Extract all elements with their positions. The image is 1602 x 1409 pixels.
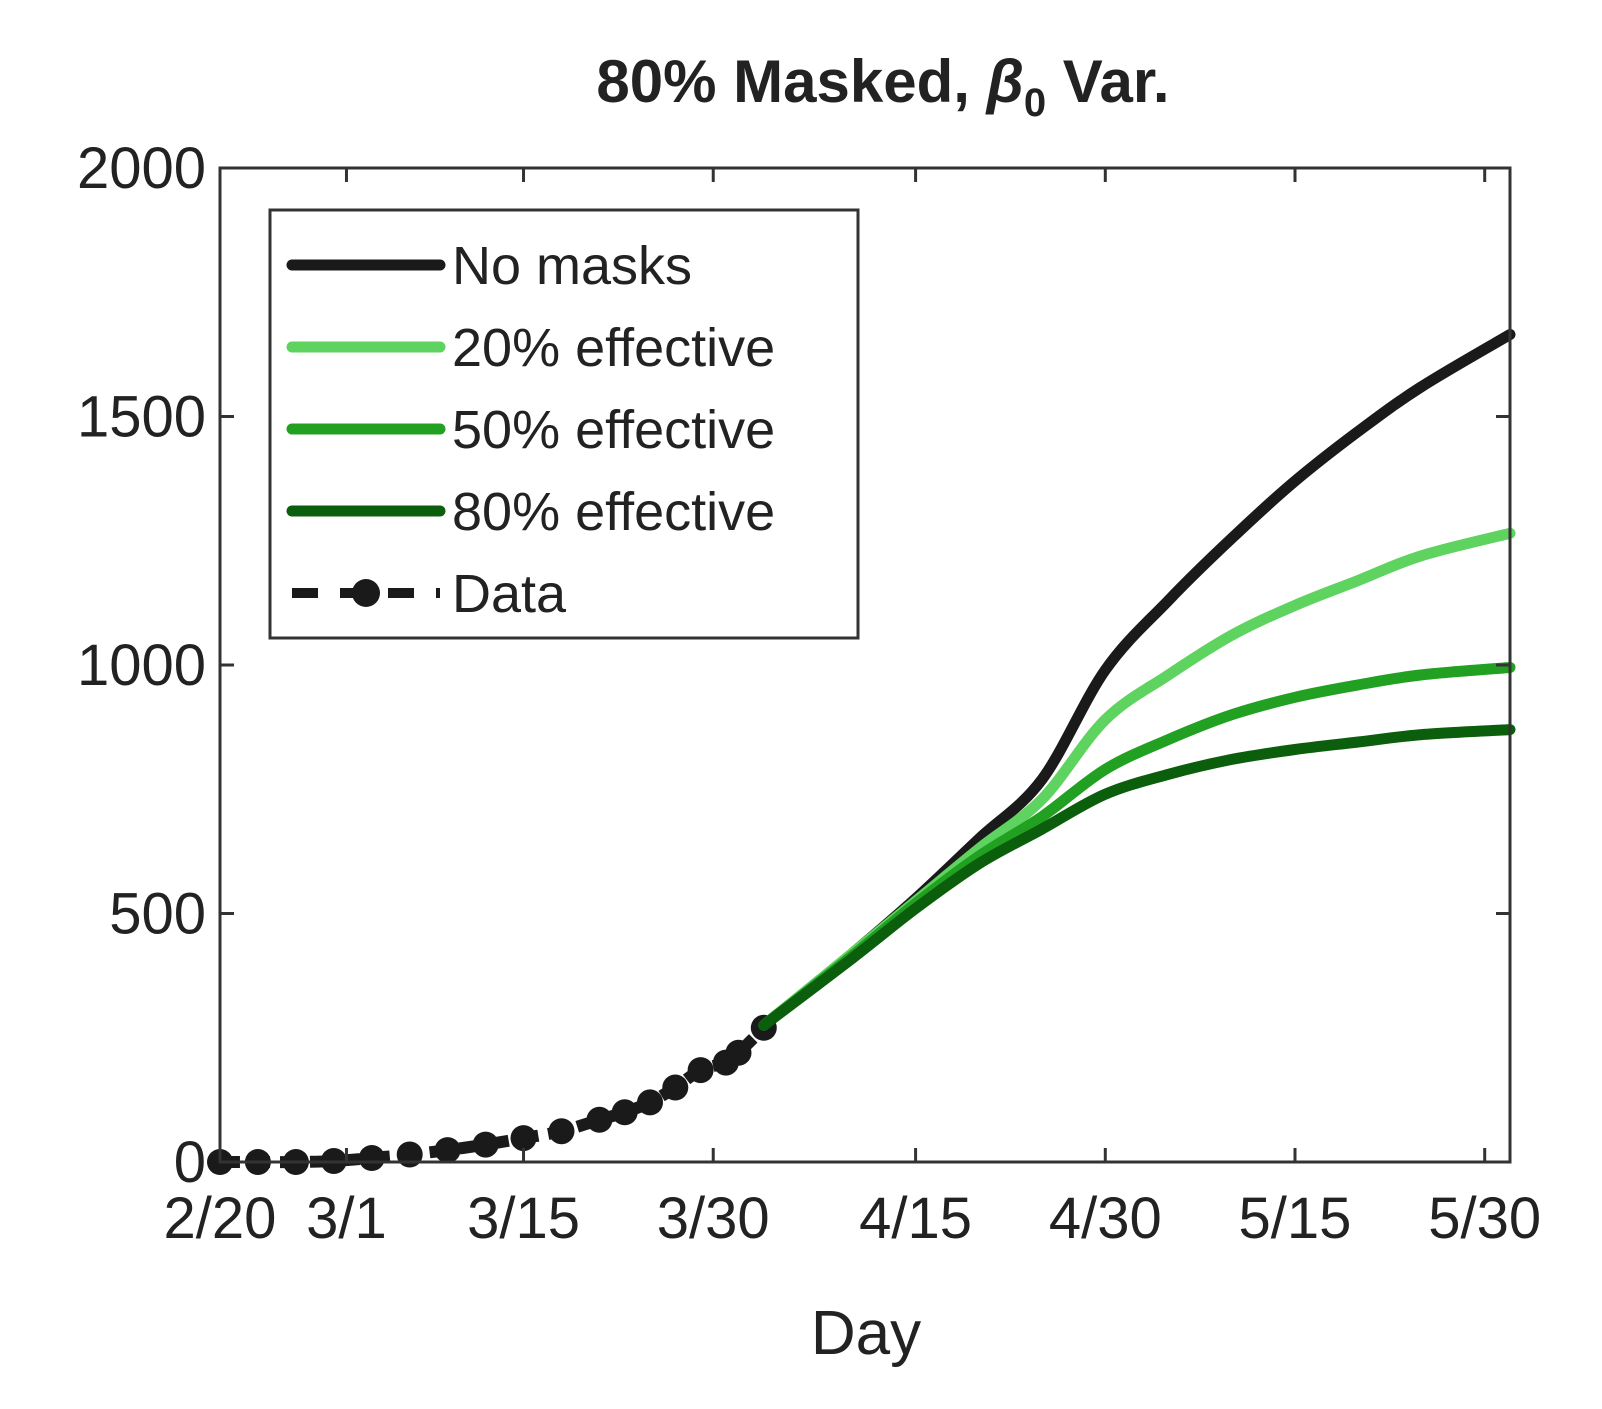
series-data [207,1014,777,1175]
chart-title-prefix: 80% Masked, [596,48,986,115]
series-line-80-effective [758,724,1516,1031]
x-tick-label: 4/15 [859,1186,972,1251]
chart-title: 80% Masked, β0 Var. [596,48,1169,125]
legend-item: No masks [286,236,692,296]
legend-label: No masks [452,236,692,296]
y-tick-label: 1500 [77,385,206,450]
data-point [637,1089,663,1116]
x-tick-label: 2/20 [164,1186,277,1251]
data-point [396,1141,423,1168]
y-tick-label: 2000 [77,136,206,201]
series-line-50-effective [758,662,1516,1031]
data-point [725,1039,752,1066]
x-tick-label: 5/30 [1428,1186,1541,1251]
data-point [510,1125,537,1152]
legend-item: 80% effective [286,482,775,542]
x-axis-label: Day [811,1299,921,1368]
x-tick-label: 5/15 [1239,1186,1352,1251]
series-50-effective [758,662,1516,1031]
data-point [434,1137,461,1164]
data-point [687,1057,714,1084]
data-point [611,1099,638,1126]
data-point [472,1131,499,1158]
y-tick-label: 1000 [77,633,206,698]
legend-label: 80% effective [452,482,775,542]
legend-item: 20% effective [286,318,775,378]
x-tick-label: 3/15 [467,1186,580,1251]
chart-title-symbol: β [985,48,1024,115]
legend: No masks 20% effective 50% effective 80% ef… [268,208,860,640]
legend-marker [352,579,380,607]
plot-area [207,329,1516,1175]
legend-label: Data [452,564,567,624]
axes: 0 500 1000 1500 2000 2/20 3/1 3/15 3/30 4/15 4/30 5… [77,136,1541,1251]
chart-title-suffix: Var. [1046,48,1169,115]
data-point [586,1106,613,1133]
data-point [548,1118,575,1145]
legend-item: 50% effective [286,400,775,460]
data-point [662,1074,689,1101]
legend-label: 50% effective [452,400,775,460]
legend-label: 20% effective [452,318,775,378]
x-tick-label: 3/1 [306,1186,387,1251]
legend-item: Data [292,564,567,624]
data-point [358,1145,385,1171]
chart-title-subscript: 0 [1024,81,1046,125]
x-tick-label: 3/30 [657,1186,770,1251]
series-80-effective [758,724,1516,1031]
x-tick-label: 4/30 [1049,1186,1162,1251]
y-tick-label: 500 [109,882,206,947]
y-tick-label: 0 [174,1130,206,1195]
